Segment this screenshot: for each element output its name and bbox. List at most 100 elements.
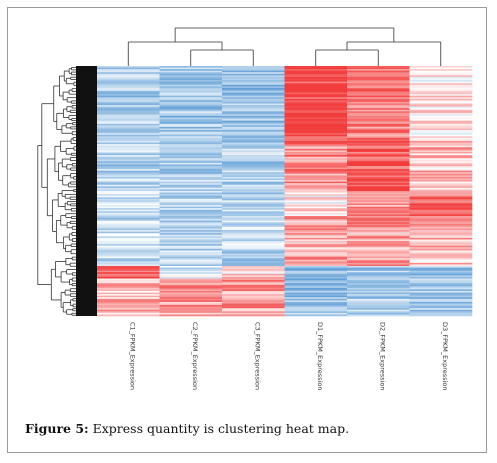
heatmap-cell bbox=[409, 123, 473, 126]
heatmap-cell bbox=[222, 311, 285, 314]
heatmap-cell bbox=[97, 86, 160, 89]
heatmap-cell bbox=[159, 187, 223, 190]
heatmap-cell bbox=[409, 131, 473, 134]
heatmap-cell bbox=[97, 217, 160, 220]
heatmap-cell bbox=[409, 117, 473, 120]
heatmap-cell bbox=[159, 170, 223, 173]
heatmap-cell bbox=[222, 251, 285, 254]
heatmap-cell bbox=[222, 194, 285, 196]
heatmap-cell bbox=[284, 142, 348, 145]
heatmap-cell bbox=[284, 141, 348, 143]
heatmap-cell bbox=[347, 222, 410, 225]
heatmap-cell bbox=[222, 295, 285, 298]
heatmap-cell bbox=[97, 269, 160, 271]
heatmap-cell bbox=[347, 97, 410, 100]
heatmap-cell bbox=[347, 195, 410, 198]
heatmap-cell bbox=[222, 264, 285, 267]
heatmap-cell bbox=[409, 147, 473, 150]
heatmap-cell bbox=[159, 169, 223, 171]
heatmap-cell bbox=[347, 151, 410, 154]
heatmap-cell bbox=[409, 186, 473, 189]
heatmap-cell bbox=[347, 173, 410, 176]
heatmap-cell bbox=[159, 180, 223, 182]
heatmap-cell bbox=[284, 147, 348, 150]
heatmap-cell bbox=[97, 98, 160, 101]
heatmap-cell bbox=[409, 91, 473, 93]
heatmap-cell bbox=[284, 153, 348, 156]
heatmap-cell bbox=[159, 289, 223, 292]
heatmap-cell bbox=[409, 231, 473, 234]
heatmap-cell bbox=[347, 101, 410, 104]
heatmap-cell bbox=[409, 83, 473, 86]
heatmap-cell bbox=[222, 255, 285, 257]
heatmap-cell bbox=[97, 303, 160, 306]
heatmap-cell bbox=[347, 253, 410, 256]
heatmap-cell bbox=[409, 264, 473, 267]
heatmap-cell bbox=[97, 231, 160, 234]
heatmap-cell bbox=[159, 200, 223, 203]
heatmap-cell bbox=[97, 286, 160, 289]
heatmap-cell bbox=[284, 276, 348, 279]
heatmap-cell bbox=[97, 183, 160, 186]
heatmap-cell bbox=[409, 172, 473, 175]
heatmap-cell bbox=[409, 192, 473, 195]
heatmap-cell bbox=[222, 312, 285, 315]
heatmap-cell bbox=[222, 212, 285, 215]
heatmap-cell bbox=[347, 247, 410, 250]
heatmap-cell bbox=[409, 106, 473, 109]
heatmap-cell bbox=[347, 112, 410, 115]
heatmap-cell bbox=[97, 112, 160, 115]
heatmap-cell bbox=[159, 164, 223, 167]
heatmap-cell bbox=[97, 101, 160, 104]
heatmap-cell bbox=[284, 183, 348, 186]
heatmap-cell bbox=[409, 217, 473, 220]
heatmap-cell bbox=[409, 86, 473, 89]
heatmap-cell bbox=[284, 201, 348, 204]
heatmap-cell bbox=[222, 147, 285, 150]
heatmap-cell bbox=[284, 72, 348, 75]
heatmap-cell bbox=[97, 105, 160, 107]
heatmap-cell bbox=[159, 248, 223, 251]
heatmap-cell bbox=[97, 230, 160, 232]
heatmap-cell bbox=[97, 142, 160, 145]
heatmap-cell bbox=[409, 78, 473, 81]
heatmap-cell bbox=[97, 216, 160, 218]
heatmap-cell bbox=[409, 262, 473, 265]
heatmap-cell bbox=[159, 241, 223, 243]
heatmap-cell bbox=[347, 100, 410, 103]
heatmap-cell bbox=[409, 194, 473, 196]
heatmap-cell bbox=[284, 125, 348, 128]
heatmap-cell bbox=[284, 119, 348, 121]
heatmap-cell bbox=[159, 125, 223, 128]
heatmap-cell bbox=[97, 162, 160, 165]
heatmap-cell bbox=[284, 123, 348, 126]
heatmap-cell bbox=[409, 81, 473, 84]
heatmap-cell bbox=[222, 100, 285, 103]
heatmap-cell bbox=[347, 133, 410, 136]
heatmap-cell bbox=[97, 80, 160, 82]
heatmap-cell bbox=[347, 191, 410, 193]
heatmap-cell bbox=[347, 119, 410, 121]
heatmap-cell bbox=[222, 128, 285, 131]
heatmap-cell bbox=[159, 306, 223, 309]
heatmap-cell bbox=[284, 103, 348, 106]
heatmap-cell bbox=[347, 192, 410, 195]
heatmap-cell bbox=[97, 150, 160, 153]
heatmap-cell bbox=[222, 216, 285, 218]
heatmap-cell bbox=[159, 156, 223, 159]
heatmap-cell bbox=[222, 237, 285, 240]
heatmap-cell bbox=[347, 216, 410, 218]
heatmap-cell bbox=[284, 133, 348, 136]
heatmap-cell bbox=[97, 295, 160, 298]
heatmap-cell bbox=[222, 201, 285, 204]
heatmap-cell bbox=[97, 241, 160, 243]
heatmap-cell bbox=[347, 167, 410, 170]
heatmap-cell bbox=[347, 212, 410, 215]
heatmap-cell bbox=[222, 78, 285, 81]
heatmap-cell bbox=[222, 81, 285, 84]
heatmap-cell bbox=[409, 234, 473, 237]
heatmap-cell bbox=[347, 226, 410, 229]
heatmap-cell bbox=[97, 130, 160, 132]
heatmap-cell bbox=[97, 228, 160, 231]
heatmap-cell bbox=[284, 108, 348, 111]
